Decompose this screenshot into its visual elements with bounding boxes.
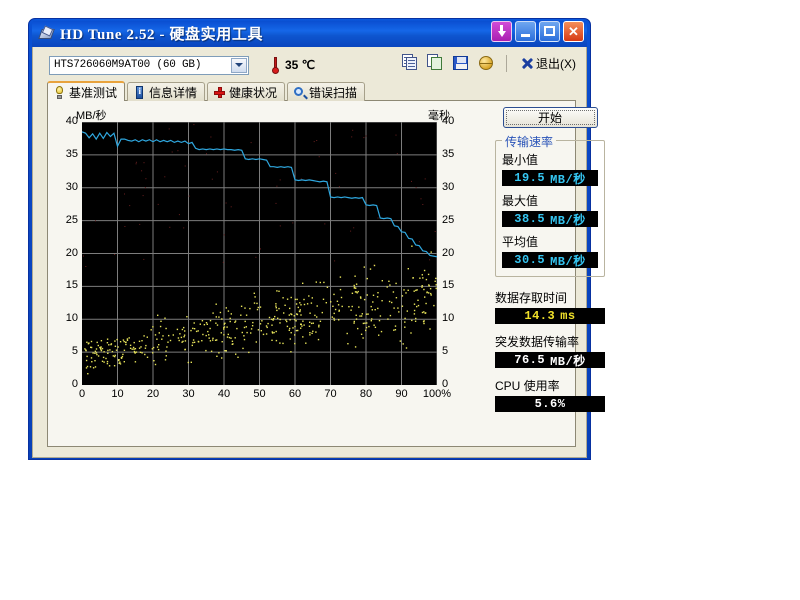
- hdtune-icon: [38, 25, 55, 41]
- hdtune-window: HD Tune 2.52 - 硬盘实用工具 ✕ HTS726060M9AT00 …: [28, 18, 605, 460]
- minimum-label: 最小值: [502, 153, 539, 167]
- x-tick-7: 70: [324, 388, 337, 400]
- y-tick-35: 35: [65, 147, 78, 160]
- title-bar: HD Tune 2.52 - 硬盘实用工具 ✕: [32, 19, 587, 47]
- info-icon: [133, 85, 145, 99]
- transfer-rate-group: 传输速率 最小值 19.5 MB/秒 最大值 38.5 MB/秒 平均值 30.5 M…: [495, 133, 605, 277]
- exit-button[interactable]: 退出(X): [520, 55, 576, 72]
- toolbar-divider: [506, 54, 507, 72]
- y-tick-20: 20: [65, 246, 78, 259]
- y2-tick-5: 5: [442, 345, 449, 358]
- start-button-label: 开始: [505, 110, 595, 125]
- cpu-usage-label: CPU 使用率: [495, 379, 560, 393]
- y-tick-25: 25: [65, 213, 78, 226]
- x-tick-10: 100%: [422, 388, 452, 400]
- tab-error-scan-label: 错误扫描: [309, 85, 358, 100]
- exit-button-label: 退出(X): [536, 56, 576, 71]
- x-tick-3: 30: [182, 388, 195, 400]
- x-tick-2: 20: [146, 388, 160, 400]
- chart-plot-area: [82, 122, 437, 385]
- download-button[interactable]: [491, 21, 512, 42]
- maximize-button[interactable]: [539, 21, 560, 42]
- tab-info-label: 信息详情: [149, 85, 198, 100]
- tab-bar: 基准测试 信息详情 健康状况 错误扫描: [47, 81, 367, 101]
- y2-tick-20: 20: [442, 246, 455, 259]
- x-tick-0: 0: [78, 388, 86, 400]
- access-time-label: 数据存取时间: [495, 291, 568, 305]
- tab-health-label: 健康状况: [229, 85, 278, 100]
- x-tick-6: 60: [288, 388, 302, 400]
- tab-benchmark[interactable]: 基准测试: [47, 81, 126, 101]
- x-tick-5: 50: [253, 388, 266, 400]
- access-time-value: 14.3 ms: [495, 308, 605, 324]
- y2-axis-label: 毫秒: [428, 110, 450, 122]
- chevron-down-icon[interactable]: [231, 57, 247, 73]
- temperature-indicator: 35 ℃: [271, 56, 316, 74]
- minimum-value: 19.5 MB/秒: [502, 170, 598, 187]
- caption-buttons: ✕: [491, 21, 584, 42]
- toolbar: HTS726060M9AT00 (60 GB) 35 ℃: [33, 47, 586, 83]
- chart-svg: [82, 122, 437, 385]
- y2-tick-15: 15: [442, 279, 455, 292]
- toolbar-icons: 退出(X): [402, 54, 576, 72]
- y-tick-30: 30: [65, 180, 78, 193]
- y-axis-label: MB/秒: [76, 110, 107, 122]
- client-area: HTS726060M9AT00 (60 GB) 35 ℃: [32, 47, 605, 458]
- benchmark-panel: MB/秒 毫秒 0 5 10 15 20 25 30 35 40 0 5 10 15 20 25 30 35 4…: [47, 100, 605, 447]
- copy-image-icon[interactable]: [427, 54, 445, 72]
- y2-tick-10: 10: [442, 312, 455, 325]
- red-cross-icon: [213, 86, 226, 99]
- magnifier-icon: [293, 86, 305, 99]
- maximum-value: 38.5 MB/秒: [502, 211, 598, 228]
- burst-rate-value: 76.5 MB/秒: [495, 352, 605, 369]
- y2-tick-35: 35: [442, 147, 455, 160]
- transfer-rate-group-label: 传输速率: [502, 133, 557, 150]
- save-icon[interactable]: [452, 54, 470, 72]
- average-label: 平均值: [502, 235, 539, 249]
- cpu-usage-value: 5.6%: [495, 396, 605, 412]
- web-icon[interactable]: [477, 54, 495, 72]
- y2-tick-30: 30: [442, 180, 455, 193]
- drive-select-value: HTS726060M9AT00 (60 GB): [54, 59, 202, 71]
- close-button[interactable]: ✕: [563, 21, 584, 42]
- close-x-icon: [520, 56, 534, 70]
- benchmark-chart: MB/秒 毫秒 0 5 10 15 20 25 30 35 40 0 5 10 15 20 25 30 35 4…: [58, 107, 478, 407]
- copy-icon[interactable]: [402, 54, 420, 72]
- tab-health[interactable]: 健康状况: [207, 82, 286, 101]
- x-tick-1: 10: [111, 388, 124, 400]
- access-time-block: 数据存取时间 14.3 ms: [495, 289, 605, 324]
- stats-sidebar: 开始 传输速率 最小值 19.5 MB/秒 最大值 38.5 MB/秒 平均值 30…: [495, 107, 605, 421]
- x-tick-8: 80: [359, 388, 373, 400]
- maximum-label: 最大值: [502, 194, 539, 208]
- y-tick-0: 0: [71, 378, 78, 390]
- y-tick-40: 40: [65, 115, 78, 127]
- burst-rate-label: 突发数据传输率: [495, 335, 580, 349]
- tab-info[interactable]: 信息详情: [127, 82, 206, 101]
- tab-error-scan[interactable]: 错误扫描: [287, 82, 366, 101]
- minimize-button[interactable]: [515, 21, 536, 42]
- y2-tick-0: 0: [442, 378, 449, 390]
- y-tick-15: 15: [65, 279, 78, 292]
- start-button[interactable]: 开始: [502, 107, 598, 128]
- y-tick-10: 10: [65, 312, 78, 325]
- cpu-usage-block: CPU 使用率 5.6%: [495, 377, 605, 412]
- lightbulb-icon: [53, 85, 65, 99]
- window-title: HD Tune 2.52 - 硬盘实用工具: [60, 26, 264, 43]
- average-value: 30.5 MB/秒: [502, 252, 598, 269]
- thermometer-icon: [271, 56, 280, 74]
- burst-rate-block: 突发数据传输率 76.5 MB/秒: [495, 333, 605, 369]
- x-tick-4: 40: [217, 388, 231, 400]
- y2-tick-40: 40: [442, 115, 455, 127]
- drive-select[interactable]: HTS726060M9AT00 (60 GB): [49, 55, 249, 75]
- x-tick-9: 90: [395, 388, 408, 400]
- tab-benchmark-label: 基准测试: [69, 85, 118, 100]
- y-tick-5: 5: [71, 345, 78, 358]
- temperature-value: 35 ℃: [285, 58, 316, 72]
- y2-tick-25: 25: [442, 213, 455, 226]
